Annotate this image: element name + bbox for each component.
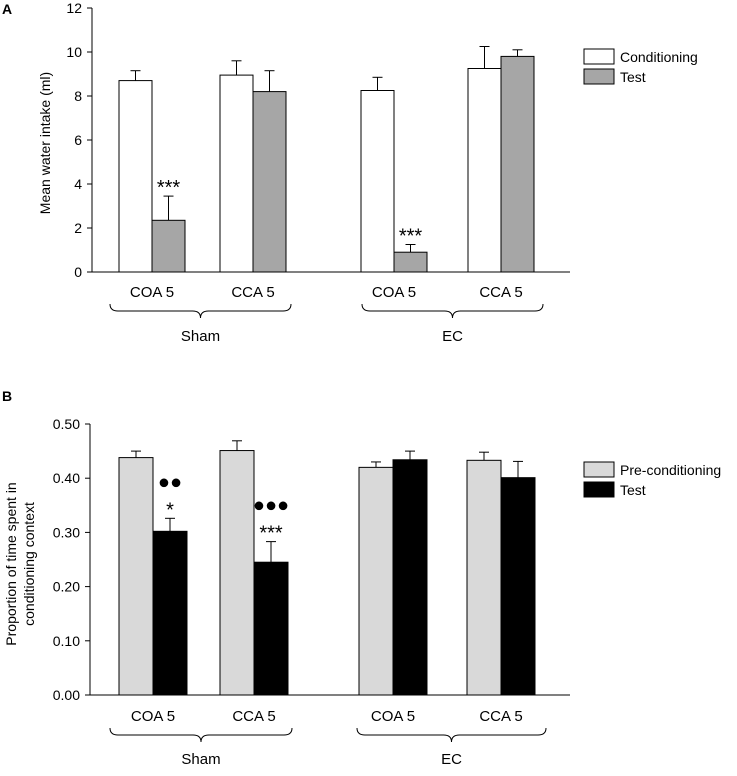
bar-test-0 <box>152 530 188 696</box>
bar-test-2 <box>392 459 428 696</box>
legend-label: Pre-conditioning <box>620 462 721 478</box>
bar-conditioning-2 <box>360 90 395 273</box>
bar-test-1 <box>252 91 287 273</box>
group-brace <box>109 303 292 319</box>
significance-stars: * <box>166 499 174 521</box>
bar-conditioning-1 <box>219 74 254 273</box>
y-tick-label: 8 <box>74 88 82 104</box>
bar-conditioning-0 <box>118 80 153 273</box>
y-tick-label: 0 <box>74 264 82 280</box>
x-category-label: CCA 5 <box>232 708 275 725</box>
y-tick-label: 0.20 <box>53 579 80 595</box>
bar-pre-conditioning-1 <box>219 450 255 696</box>
legend-label: Conditioning <box>620 49 698 65</box>
panel-b-y-axis-label-line-1: Proportion of time spent in <box>3 482 19 645</box>
y-tick-label: 0.40 <box>53 470 80 486</box>
legend-swatch <box>583 68 615 85</box>
panel-b-label: B <box>2 388 12 404</box>
bar-pre-conditioning-0 <box>118 457 154 696</box>
group-brace <box>361 303 544 319</box>
y-tick-label: 4 <box>74 176 82 192</box>
group-brace <box>356 727 547 743</box>
group-label: Sham <box>181 751 220 768</box>
x-category-label: CCA 5 <box>231 284 274 301</box>
y-tick-label: 6 <box>74 132 82 148</box>
significance-stars: *** <box>399 226 423 248</box>
bar-pre-conditioning-2 <box>358 466 394 696</box>
bar-test-1 <box>253 561 289 696</box>
panel-b-y-axis-label-line-2: conditioning context <box>21 502 37 626</box>
bar-conditioning-3 <box>467 68 502 273</box>
significance-dots: ●●● <box>253 495 289 517</box>
x-category-label: COA 5 <box>131 708 175 725</box>
legend-swatch <box>583 48 615 65</box>
panel-a-chart: A Mean water intake (ml) 0 2 4 6 8 10 12 *** **… <box>2 0 698 345</box>
x-category-label: CCA 5 <box>479 708 522 725</box>
x-category-label: COA 5 <box>130 284 174 301</box>
y-tick-label: 10 <box>66 44 82 60</box>
panel-a-y-axis-label: Mean water intake (ml) <box>37 72 53 214</box>
bar-test-3 <box>500 477 536 696</box>
x-category-label: CCA 5 <box>479 284 522 301</box>
group-label: EC <box>441 751 462 768</box>
legend-label: Test <box>620 482 646 498</box>
bar-test-0 <box>151 219 186 273</box>
y-tick-label: 0.50 <box>53 416 80 432</box>
x-category-label: COA 5 <box>372 284 416 301</box>
legend-swatch <box>583 461 615 478</box>
x-category-label: COA 5 <box>371 708 415 725</box>
significance-stars: *** <box>157 177 181 199</box>
bar-test-2 <box>393 251 428 273</box>
y-tick-label: 12 <box>66 0 82 16</box>
legend-swatch <box>583 481 615 498</box>
y-tick-label: 2 <box>74 220 82 236</box>
group-label: Sham <box>181 328 220 345</box>
panel-a-label: A <box>2 1 12 17</box>
group-label: EC <box>442 328 463 345</box>
y-tick-label: 0.00 <box>53 687 80 703</box>
significance-dots: ●● <box>158 471 182 493</box>
group-brace <box>109 727 293 743</box>
panel-b-chart: B Proportion of time spent in conditioni… <box>2 388 721 768</box>
bar-test-3 <box>500 55 535 273</box>
bar-pre-conditioning-3 <box>466 459 502 696</box>
y-tick-label: 0.30 <box>53 524 80 540</box>
legend-label: Test <box>620 69 646 85</box>
y-tick-label: 0.10 <box>53 633 80 649</box>
significance-stars: *** <box>259 523 283 545</box>
